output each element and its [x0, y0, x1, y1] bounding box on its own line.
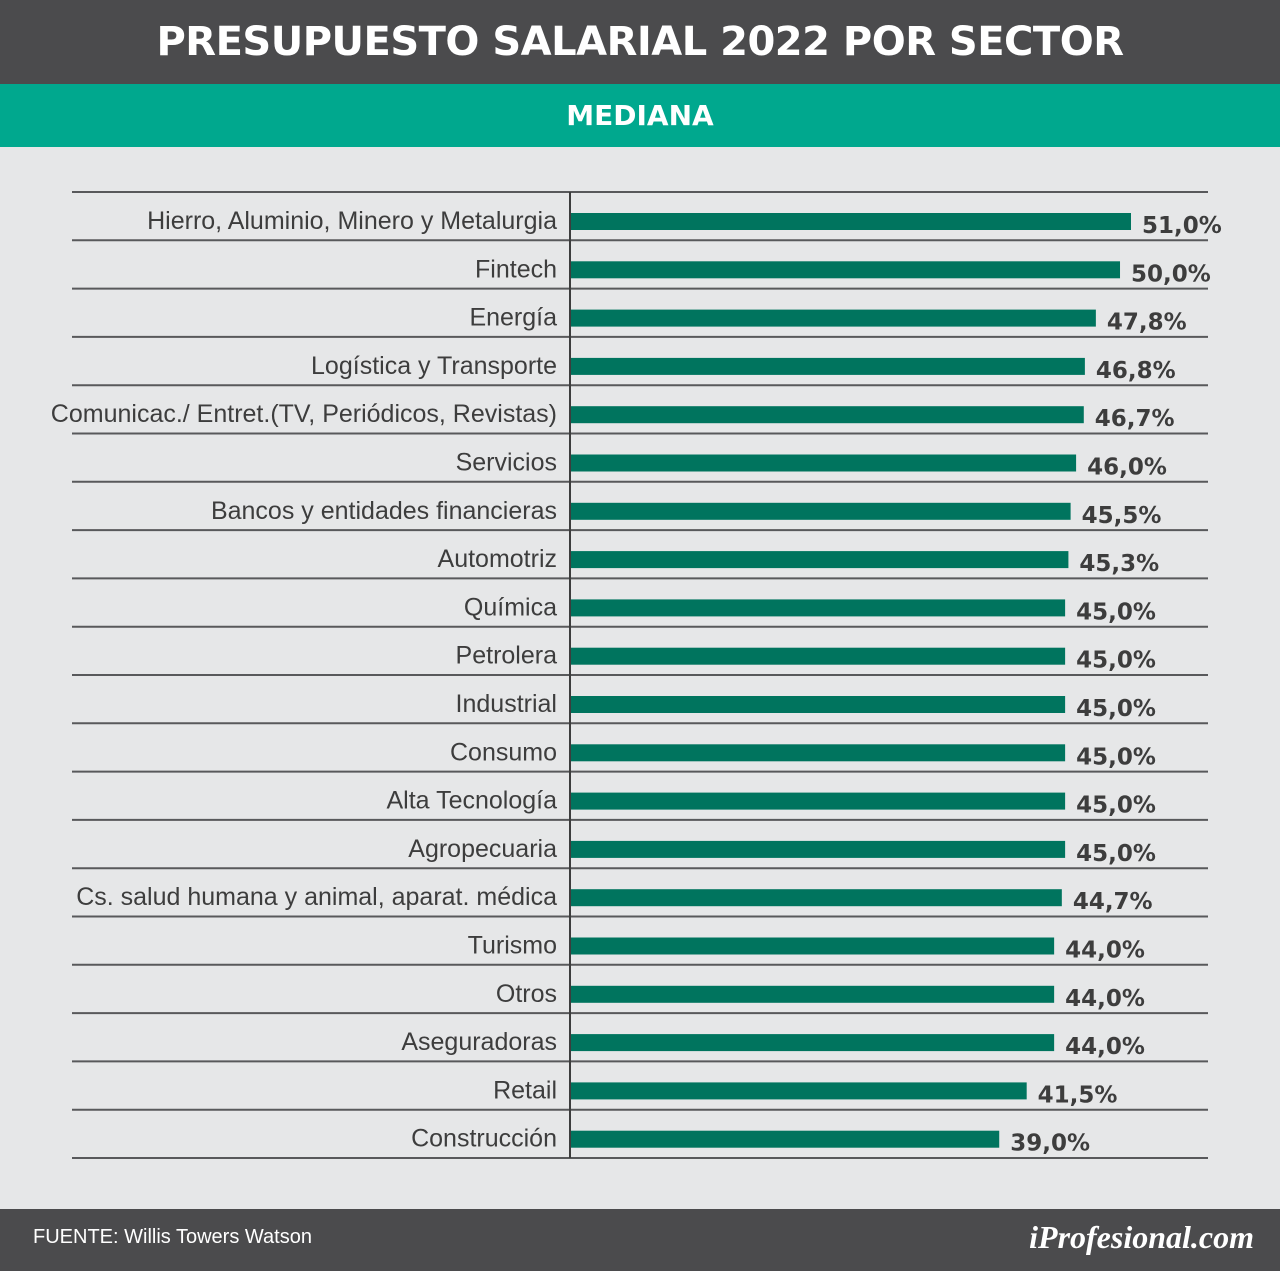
category-label: Aseguradoras — [401, 1028, 557, 1056]
bar — [571, 502, 1071, 520]
value-label: 45,0% — [1076, 696, 1156, 722]
value-label: 45,0% — [1076, 744, 1156, 770]
footer: FUENTE: Willis Towers Watson iProfesiona… — [0, 1209, 1280, 1271]
bar — [571, 454, 1077, 472]
value-label: 44,0% — [1065, 986, 1145, 1012]
category-label: Agropecuaria — [408, 835, 557, 863]
bar — [571, 357, 1085, 375]
value-label: 41,5% — [1038, 1082, 1118, 1108]
category-label: Hierro, Aluminio, Minero y Metalurgia — [147, 207, 557, 235]
category-label: Alta Tecnología — [387, 787, 558, 815]
value-label: 44,7% — [1073, 889, 1153, 915]
category-label: Servicios — [456, 449, 557, 477]
category-label: Retail — [493, 1076, 557, 1104]
value-label: 46,7% — [1095, 406, 1175, 432]
category-label: Cs. salud humana y animal, aparat. médic… — [76, 883, 557, 911]
brand-logo: iProfesional.com — [1029, 1219, 1254, 1255]
value-label: 46,8% — [1096, 358, 1176, 384]
category-label: Otros — [496, 980, 557, 1008]
value-label: 45,0% — [1076, 648, 1156, 674]
source-text: FUENTE: Willis Towers Watson — [33, 1226, 312, 1249]
bar — [571, 696, 1066, 713]
category-label: Fintech — [475, 255, 557, 283]
bar — [571, 261, 1121, 279]
category-label: Petrolera — [456, 642, 558, 670]
bar — [571, 1034, 1055, 1052]
bar — [571, 744, 1066, 762]
bar — [571, 406, 1084, 424]
bar — [571, 1082, 1027, 1100]
value-label: 45,3% — [1079, 551, 1159, 577]
value-label: 51,0% — [1142, 213, 1222, 239]
bar — [571, 840, 1066, 858]
bar — [571, 937, 1055, 955]
chart-subtitle: MEDIANA — [0, 84, 1280, 147]
bar — [571, 792, 1066, 810]
category-label: Automotriz — [438, 545, 557, 573]
source-label: FUENTE: — [33, 1226, 119, 1248]
value-label: 45,0% — [1076, 793, 1156, 819]
bar — [571, 551, 1069, 569]
category-label: Comunicac./ Entret.(TV, Periódicos, Revi… — [51, 400, 557, 428]
source-value: Willis Towers Watson — [124, 1226, 312, 1248]
category-label: Construcción — [411, 1125, 557, 1153]
bar — [571, 985, 1055, 1003]
value-label: 45,5% — [1082, 503, 1162, 529]
category-label: Química — [464, 593, 557, 621]
bar — [571, 1130, 1000, 1148]
category-label: Energía — [469, 304, 557, 332]
bar — [571, 599, 1066, 617]
value-label: 50,0% — [1131, 261, 1211, 287]
bar — [571, 213, 1131, 230]
value-label: 44,0% — [1065, 1034, 1145, 1060]
category-label: Consumo — [450, 738, 557, 766]
chart-title: PRESUPUESTO SALARIAL 2022 POR SECTOR — [0, 0, 1280, 84]
value-label: 39,0% — [1010, 1131, 1090, 1157]
value-label: 44,0% — [1065, 938, 1145, 964]
value-label: 46,0% — [1087, 455, 1167, 481]
category-label: Industrial — [456, 690, 557, 718]
value-label: 45,0% — [1076, 599, 1156, 625]
bar — [571, 647, 1066, 665]
bar — [571, 889, 1062, 907]
value-label: 47,8% — [1107, 310, 1187, 336]
category-label: Turismo — [468, 932, 557, 960]
category-label: Bancos y entidades financieras — [211, 497, 557, 525]
bar — [571, 309, 1096, 327]
category-label: Logística y Transporte — [311, 352, 557, 380]
value-label: 45,0% — [1076, 841, 1156, 867]
